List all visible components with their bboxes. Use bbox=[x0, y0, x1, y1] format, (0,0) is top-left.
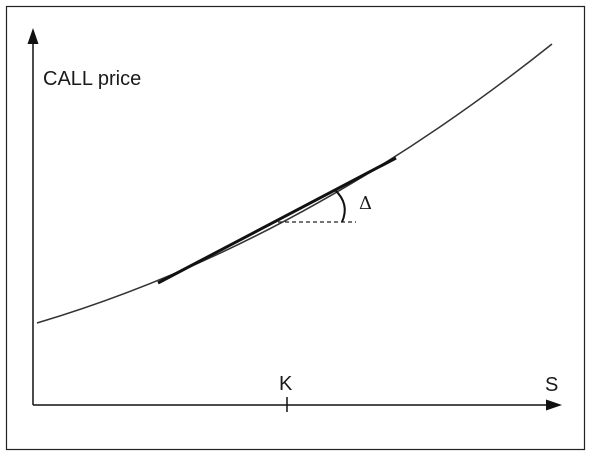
y-axis-label: CALL price bbox=[43, 68, 141, 90]
x-axis-label: S bbox=[545, 374, 558, 396]
tangent-line bbox=[158, 158, 396, 283]
delta-label: Δ bbox=[359, 193, 372, 214]
delta-angle-arc bbox=[335, 190, 345, 222]
y-axis-arrow bbox=[28, 28, 39, 405]
x-axis-arrow bbox=[33, 400, 562, 411]
strike-label: K bbox=[279, 373, 293, 395]
